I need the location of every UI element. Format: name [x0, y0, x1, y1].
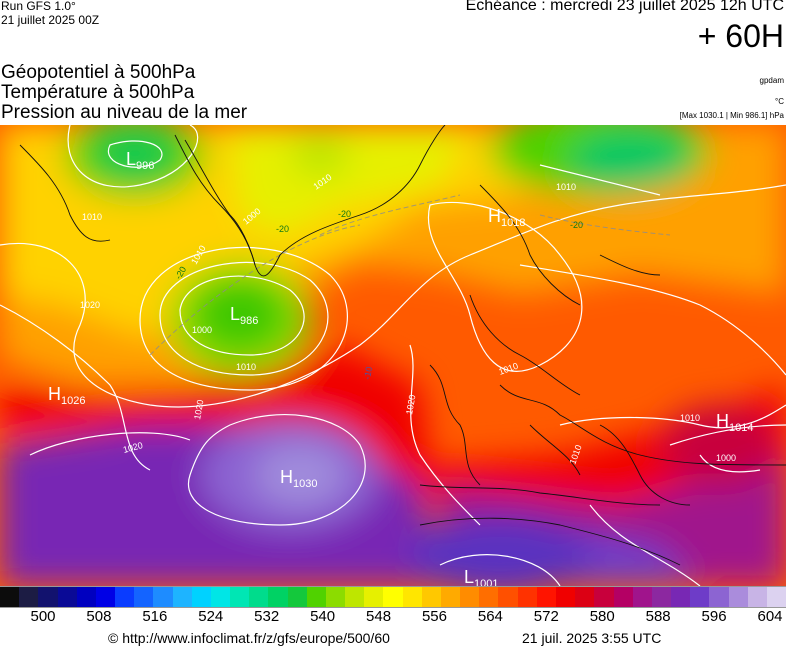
color-swatch [19, 587, 39, 607]
color-scale-tick: 508 [86, 608, 112, 625]
run-title: Run GFS 1.0° [1, 0, 76, 13]
color-scale-tick: 500 [30, 608, 56, 625]
color-swatch [709, 587, 729, 607]
high-1030: H1030 [280, 467, 317, 490]
generated-timestamp: 21 juil. 2025 3:55 UTC [522, 630, 662, 646]
color-scale-tick: 556 [421, 608, 447, 625]
source-url[interactable]: © http://www.infoclimat.fr/z/gfs/europe/… [108, 630, 390, 646]
color-scale-tick: 524 [198, 608, 224, 625]
isobar-label: 1010 [556, 182, 576, 192]
lead-time: + 60H [697, 18, 784, 54]
weather-map: L996 L986 H1018 H1026 H1030 H1014 L1001 … [0, 125, 786, 586]
color-swatch [115, 587, 135, 607]
color-scale-tick: 540 [310, 608, 336, 625]
color-swatch [594, 587, 614, 607]
color-swatch [766, 587, 786, 607]
color-swatch [0, 587, 20, 607]
pressure-center-labels: L996 L986 H1018 H1026 H1030 H1014 L1001 [48, 149, 753, 586]
isobar-labels: 1010 1020 1000 1010 1020 1020 1010 1010 … [80, 172, 736, 466]
color-swatch [498, 587, 518, 607]
run-date: 21 juillet 2025 00Z [1, 13, 100, 27]
color-scale-tick: 564 [477, 608, 503, 625]
color-swatch [57, 587, 77, 607]
color-swatch [38, 587, 58, 607]
low-1001: L1001 [464, 567, 499, 586]
unit-geopotential: gpdam [759, 76, 784, 85]
color-swatch [555, 587, 576, 607]
isobar-label: 1020 [404, 394, 417, 415]
color-swatch [536, 587, 556, 607]
color-swatch [230, 587, 250, 607]
isobars [0, 125, 786, 586]
color-swatch [383, 587, 403, 607]
temperature-isotherms [149, 194, 671, 356]
color-swatch [517, 587, 537, 607]
color-scale-tick: 548 [366, 608, 392, 625]
unit-temperature: °C [775, 97, 784, 106]
color-swatch [191, 587, 211, 607]
param-pressure: Pression au niveau de la mer [1, 102, 248, 123]
color-swatch [690, 587, 710, 607]
temperature-label: -20 [338, 209, 351, 219]
color-swatch [345, 587, 365, 607]
temperature-label: -20 [276, 224, 289, 234]
color-swatch [728, 587, 748, 607]
color-swatch [134, 587, 154, 607]
isobar-label: 1010 [680, 413, 700, 423]
color-scale-tick: 572 [533, 608, 559, 625]
color-swatch [671, 587, 691, 607]
color-swatch [249, 587, 269, 607]
color-scale-tick: 588 [645, 608, 671, 625]
color-swatch [479, 587, 499, 607]
geopotential-field [0, 125, 786, 586]
color-swatch [460, 587, 480, 607]
map-svg: L996 L986 H1018 H1026 H1030 H1014 L1001 … [0, 125, 786, 586]
low-996: L996 [126, 149, 154, 172]
coastlines [19, 125, 786, 566]
forecast-valid-time: Echéance : mercredi 23 juillet 2025 12h … [465, 0, 784, 14]
color-swatch [325, 587, 346, 607]
color-swatch [210, 587, 231, 607]
high-1018: H1018 [488, 206, 525, 229]
color-scale-tick: 604 [757, 608, 783, 625]
temperature-label: -20 [570, 220, 583, 230]
color-swatch [613, 587, 633, 607]
color-swatch [421, 587, 441, 607]
color-swatch [747, 587, 767, 607]
isobar-label: 1010 [82, 212, 102, 222]
color-swatch [632, 587, 652, 607]
color-swatch [651, 587, 672, 607]
color-swatch [306, 587, 326, 607]
color-scale-tick: 532 [254, 608, 280, 625]
color-swatch [76, 587, 96, 607]
color-swatch [402, 587, 422, 607]
isobar-label: 1000 [716, 453, 736, 463]
unit-pressure-range: [Max 1030.1 | Min 986.1] hPa [679, 111, 784, 120]
high-1026: H1026 [48, 384, 85, 407]
param-temperature: Température à 500hPa [1, 82, 195, 103]
color-swatch [575, 587, 595, 607]
color-swatch [172, 587, 192, 607]
color-scale-ticks: 500 508 516 524 532 540 548 556 564 572 580 588 596 6… [0, 608, 786, 628]
isobar-label: 1000 [192, 325, 212, 335]
color-scale [0, 586, 786, 608]
temperature-label: -10 [362, 366, 374, 381]
color-swatch [364, 587, 384, 607]
color-swatch [268, 587, 288, 607]
color-swatch [440, 587, 461, 607]
isobar-label: 1020 [80, 300, 100, 310]
high-1014: H1014 [716, 411, 753, 434]
color-swatch [95, 587, 116, 607]
color-scale-tick: 596 [701, 608, 727, 625]
param-geopotential: Géopotentiel à 500hPa [1, 62, 196, 83]
isobar-label: 1020 [192, 399, 205, 420]
color-scale-tick: 580 [589, 608, 615, 625]
color-swatch [153, 587, 173, 607]
color-swatch [287, 587, 307, 607]
color-scale-tick: 516 [142, 608, 168, 625]
isobar-label: 1010 [236, 362, 256, 372]
low-986: L986 [230, 304, 258, 327]
